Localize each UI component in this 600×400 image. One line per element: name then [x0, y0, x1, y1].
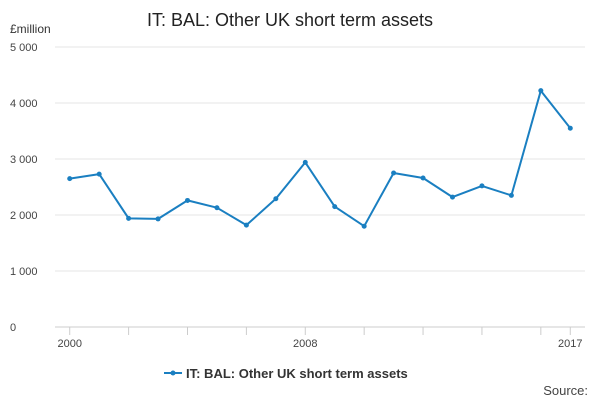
- y-tick-label-5: 5 000: [10, 42, 38, 54]
- chart-title: IT: BAL: Other UK short term assets: [147, 10, 433, 30]
- x-axis: [55, 326, 585, 335]
- data-point-2011[interactable]: [391, 170, 397, 176]
- series-group: [67, 88, 573, 229]
- data-point-2017[interactable]: [567, 125, 573, 131]
- data-point-2016[interactable]: [538, 88, 544, 94]
- data-point-2002[interactable]: [126, 215, 132, 221]
- x-tick-label-1: 2008: [293, 338, 317, 350]
- data-point-2003[interactable]: [155, 216, 161, 222]
- data-point-2014[interactable]: [479, 183, 485, 189]
- x-axis-tick-labels: 2000 2008 2017: [57, 338, 582, 350]
- series-line-0: [69, 89, 572, 228]
- x-tick-label-2: 2017: [558, 338, 582, 350]
- y-tick-label-3: 3 000: [10, 154, 38, 166]
- data-point-2001[interactable]: [96, 171, 102, 177]
- data-point-2008[interactable]: [302, 159, 308, 165]
- data-point-2000[interactable]: [67, 176, 73, 182]
- y-tick-label-1: 1 000: [10, 266, 38, 278]
- legend-label: IT: BAL: Other UK short term assets: [186, 366, 408, 381]
- data-point-2010[interactable]: [361, 223, 367, 229]
- legend[interactable]: IT: BAL: Other UK short term assets: [164, 366, 408, 381]
- x-tick-label-0: 2000: [57, 338, 81, 350]
- gridlines: [55, 46, 585, 272]
- data-point-2004[interactable]: [185, 197, 190, 203]
- y-axis-tick-labels: 0 1 000 2 000 3 000 4 000 5 000: [10, 42, 38, 334]
- data-point-2012[interactable]: [420, 175, 426, 181]
- data-point-2006[interactable]: [243, 222, 249, 228]
- source-label: Source:: [543, 383, 588, 398]
- data-point-2009[interactable]: [332, 204, 338, 210]
- y-axis-label: £million: [10, 22, 51, 36]
- y-tick-label-4: 4 000: [10, 98, 38, 110]
- data-point-2007[interactable]: [273, 196, 279, 202]
- y-tick-label-2: 2 000: [10, 210, 38, 222]
- data-point-2015[interactable]: [508, 192, 514, 198]
- y-tick-label-0: 0: [10, 322, 16, 334]
- data-point-2005[interactable]: [214, 205, 220, 211]
- legend-marker: [170, 370, 176, 376]
- data-point-2013[interactable]: [450, 194, 455, 200]
